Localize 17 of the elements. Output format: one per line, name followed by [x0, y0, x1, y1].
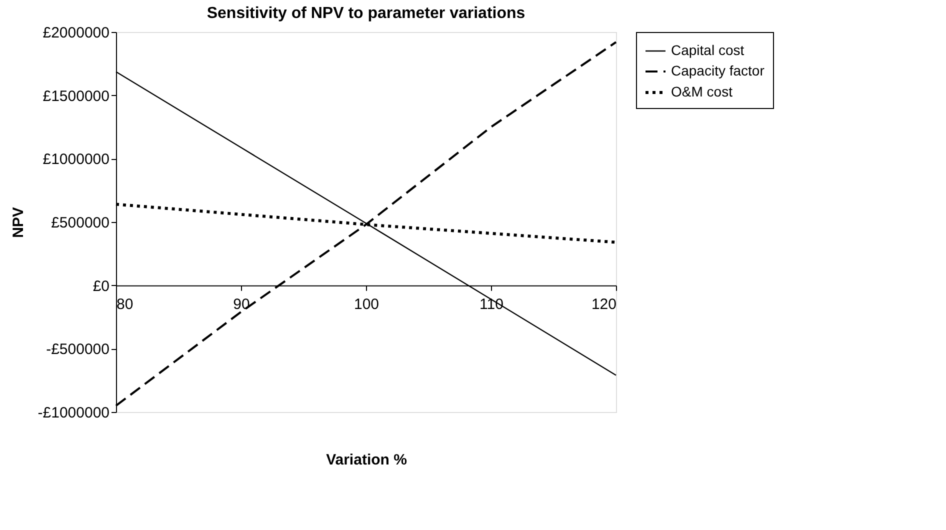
- chart-title: Sensitivity of NPV to parameter variations: [206, 5, 526, 22]
- x-tick-label: 120: [591, 296, 616, 313]
- legend-label: O&M cost: [671, 84, 733, 100]
- y-axis-title: NPV: [10, 207, 27, 238]
- y-tick-label: £1500000: [42, 88, 110, 105]
- y-tick-label: £0: [92, 278, 110, 295]
- x-tick-label: 100: [354, 296, 380, 313]
- y-tick-label: £1000000: [42, 151, 110, 168]
- x-tick-label: 110: [480, 296, 504, 313]
- y-tick-label: -£500000: [46, 341, 110, 358]
- x-axis-title: Variation %: [326, 452, 407, 468]
- legend-label: Capacity factor: [671, 62, 765, 78]
- y-tick-label: -£1000000: [38, 404, 110, 422]
- y-tick-label: £500000: [51, 214, 110, 232]
- legend-label: Capital cost: [671, 42, 744, 58]
- x-tick-label: 80: [116, 296, 134, 313]
- y-tick-label: £2000000: [42, 24, 110, 42]
